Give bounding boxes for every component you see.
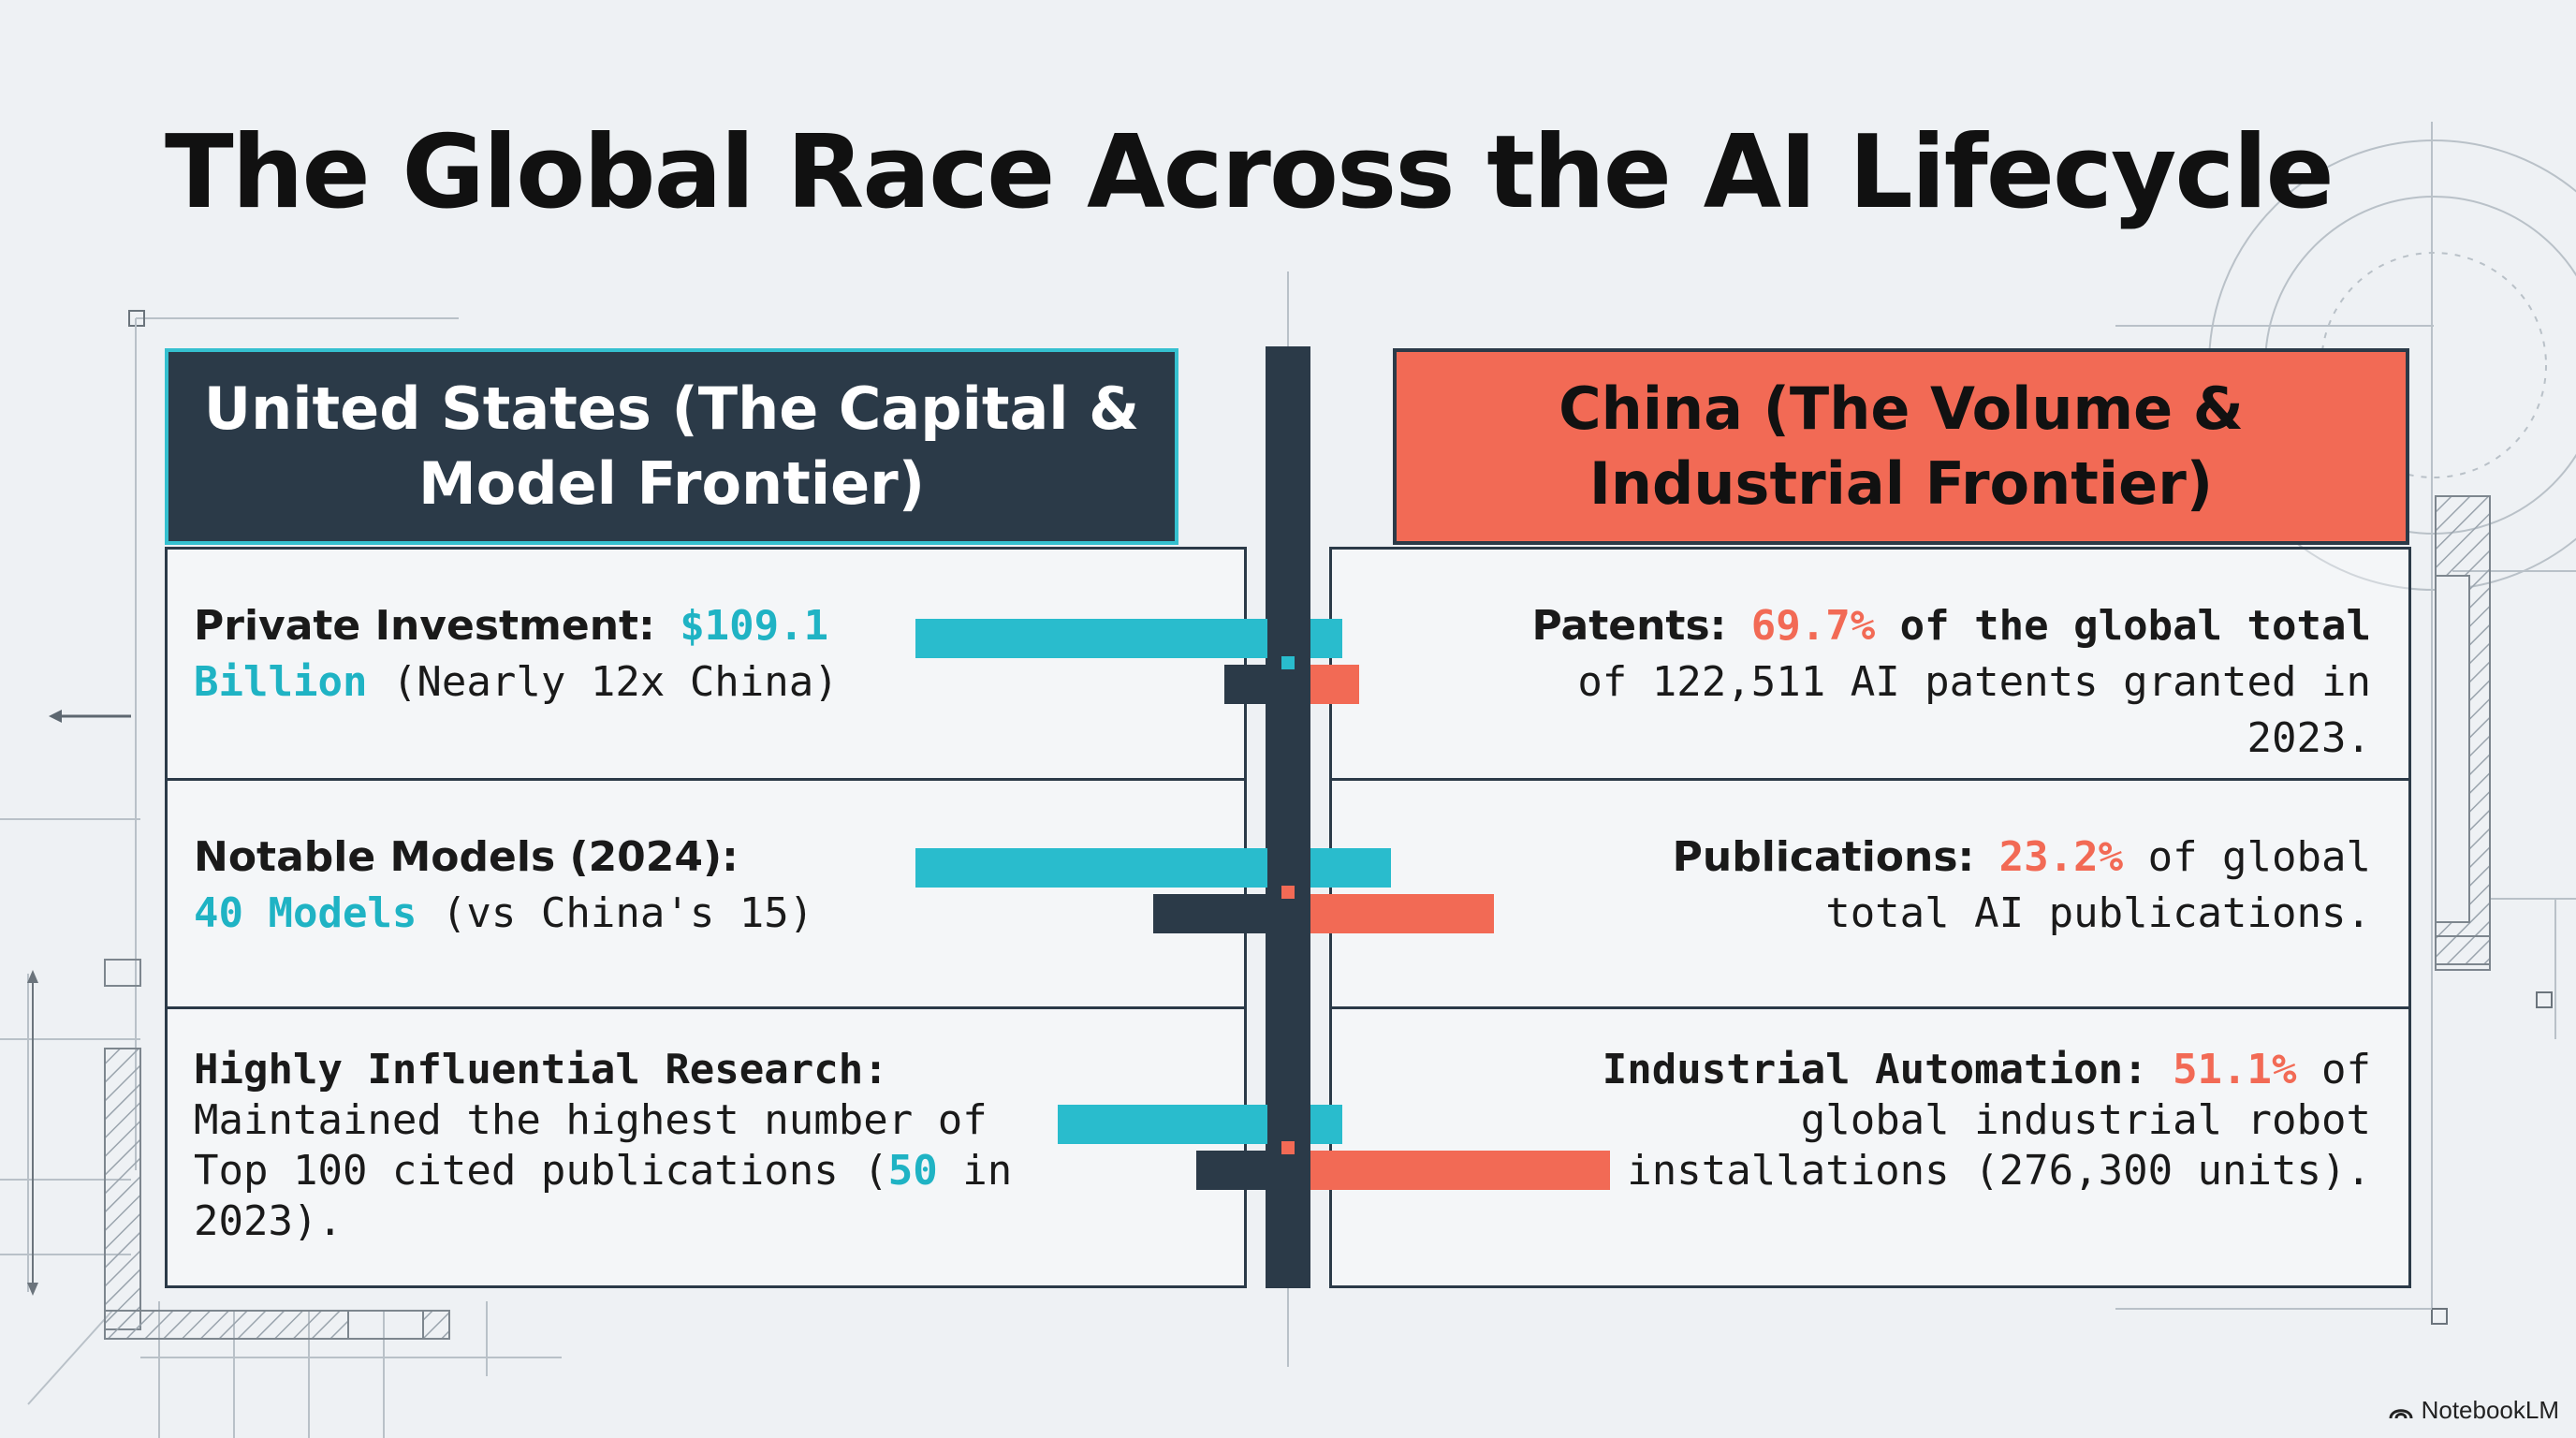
- stat-text: of global industrial robot installations…: [1627, 1046, 2396, 1195]
- us-research-bar-cap: [1310, 1105, 1342, 1144]
- stat-text: of global total AI publications.: [1825, 833, 2396, 937]
- center-axis: [1266, 346, 1310, 1288]
- us-stat-row: Private Investment: $109.1 Billion (Near…: [168, 550, 1244, 778]
- us-models-bar: [915, 848, 1267, 888]
- stat-label: Industrial Automation:: [1602, 1046, 2148, 1093]
- stat-text: in 2023).: [194, 1147, 1037, 1245]
- row-marker: [1281, 1141, 1295, 1154]
- china-header: China (The Volume & Industrial Frontier): [1393, 348, 2409, 545]
- china-patents-bar: [1310, 665, 1359, 704]
- stat-value: 40 Models: [194, 889, 417, 937]
- page-title: The Global Race Across the AI Lifecycle: [165, 114, 2334, 231]
- china-investment-bar: [1224, 665, 1267, 704]
- stat-text-bold: of the global total: [1875, 602, 2371, 650]
- china-stat-row: Patents: 69.7% of the global total of 12…: [1332, 550, 2408, 778]
- china-models-bar: [1153, 894, 1267, 933]
- brand-watermark: NotebookLM: [2388, 1396, 2559, 1425]
- stat-label: Highly Influential Research:: [194, 1046, 888, 1093]
- stat-value: 23.2%: [1998, 833, 2124, 881]
- stat-value: 69.7%: [1750, 602, 1876, 650]
- us-stat-row: Highly Influential Research: Maintained …: [168, 1006, 1244, 1285]
- us-header: United States (The Capital & Model Front…: [165, 348, 1178, 545]
- china-automation-stat: Industrial Automation: 51.1% of global i…: [1529, 1045, 2371, 1196]
- notebooklm-logo-icon: [2389, 1408, 2413, 1418]
- stat-value: 51.1%: [2173, 1046, 2297, 1093]
- stat-label: Patents:: [1531, 602, 1727, 650]
- us-investment-bar-cap: [1310, 619, 1342, 658]
- china-header-text: China (The Volume & Industrial Frontier): [1559, 374, 2244, 518]
- row-marker: [1281, 656, 1295, 669]
- brand-text: NotebookLM: [2421, 1396, 2559, 1424]
- us-panel: Private Investment: $109.1 Billion (Near…: [165, 547, 1247, 1288]
- china-patents-stat: Patents: 69.7% of the global total of 12…: [1529, 598, 2371, 767]
- stat-text: of 122,511 AI patents granted in 2023.: [1577, 602, 2396, 762]
- stat-note: (Nearly 12x China): [391, 658, 839, 706]
- us-header-text: United States (The Capital & Model Front…: [203, 374, 1140, 518]
- china-stat-row: Publications: 23.2% of global total AI p…: [1332, 778, 2408, 1006]
- row-marker: [1281, 886, 1295, 899]
- us-investment-stat: Private Investment: $109.1 Billion (Near…: [194, 598, 1017, 711]
- china-publications-bar: [1310, 894, 1494, 933]
- stat-label: Notable Models (2024):: [194, 833, 739, 881]
- stat-label: Publications:: [1672, 833, 1975, 881]
- us-stat-row: Notable Models (2024): 40 Models (vs Chi…: [168, 778, 1244, 1006]
- china-automation-bar: [1310, 1151, 1610, 1190]
- china-publications-stat: Publications: 23.2% of global total AI p…: [1529, 829, 2371, 942]
- china-stat-row: Industrial Automation: 51.1% of global i…: [1332, 1006, 2408, 1285]
- us-models-bar-cap: [1310, 848, 1391, 888]
- stat-text: Maintained the highest number of Top 100…: [194, 1096, 1013, 1195]
- us-investment-bar: [915, 619, 1267, 658]
- stat-note: (vs China's 15): [441, 889, 814, 937]
- china-research-bar: [1196, 1151, 1267, 1190]
- stat-label: Private Investment:: [194, 602, 655, 650]
- us-research-bar: [1058, 1105, 1267, 1144]
- us-research-stat: Highly Influential Research: Maintained …: [194, 1045, 1017, 1247]
- stat-value: 50: [887, 1147, 938, 1195]
- stat-value: $109.1 Billion: [194, 602, 854, 706]
- us-models-stat: Notable Models (2024): 40 Models (vs Chi…: [194, 829, 1017, 942]
